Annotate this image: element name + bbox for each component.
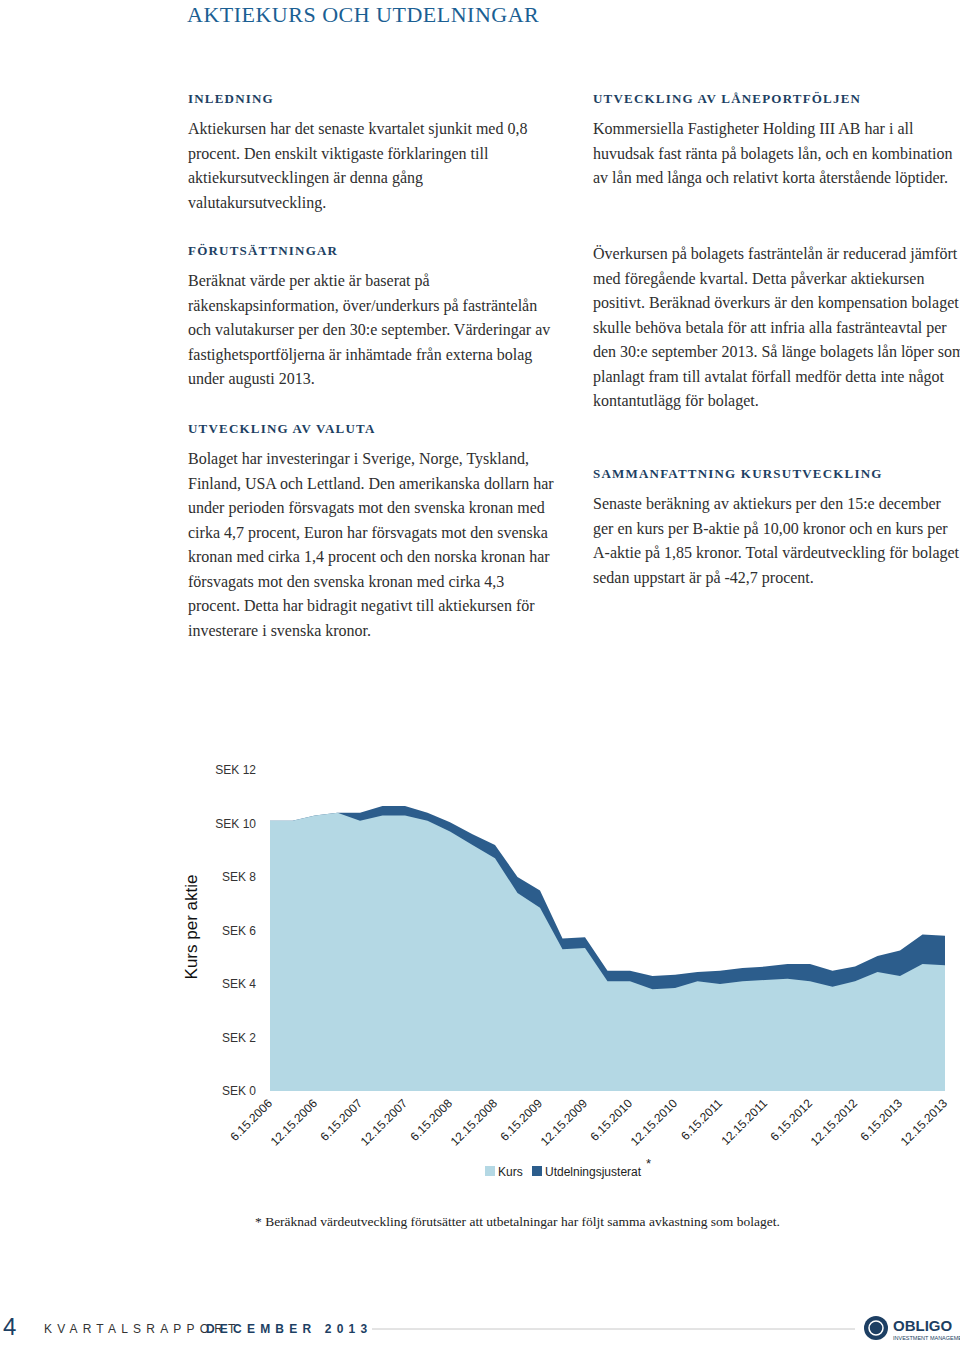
y-tick [264, 984, 268, 985]
y-tick [264, 1091, 268, 1092]
chart: SEK 0 SEK 2 SEK 4 SEK 6 SEK 8 SEK 10 SEK 12 Kur… [0, 0, 960, 1349]
x-tick-label: 6.15.2006 [227, 1096, 275, 1144]
paragraph: Aktiekursen har det senaste kvartalet sj… [188, 117, 560, 215]
y-tick [264, 877, 268, 878]
section-heading: SAMMANFATTNING KURSUTVECKLING [593, 466, 883, 482]
x-tick-label: 6.15.2013 [857, 1096, 905, 1144]
paragraph: Överkursen på bolagets fasträntelån är r… [593, 242, 960, 414]
area-0 [270, 813, 945, 1091]
y-tick-label: SEK 4 [222, 977, 256, 991]
y-tick-label: SEK 8 [222, 870, 256, 884]
y-tick-label: SEK 12 [215, 763, 256, 777]
legend-swatch [532, 1166, 542, 1176]
y-tick-label: SEK 6 [222, 924, 256, 938]
page-number: 4 [3, 1313, 16, 1341]
x-tick-label: 12.15.2010 [628, 1096, 681, 1149]
x-tick-label: 12.15.2008 [448, 1096, 501, 1149]
plot-area [270, 806, 945, 1091]
section-heading: INLEDNING [188, 91, 274, 107]
x-tick-label: 6.15.2007 [317, 1096, 365, 1144]
report-period: DECEMBER 2013 [206, 1322, 372, 1336]
x-tick-label: 6.15.2012 [767, 1096, 815, 1144]
section-heading: FÖRUTSÄTTNINGAR [188, 243, 338, 259]
x-tick-label: 6.15.2011 [678, 1096, 725, 1143]
page-title: AKTIEKURS OCH UTDELNINGAR [187, 2, 539, 28]
y-tick [264, 1037, 268, 1038]
logo-emblem [864, 1316, 888, 1340]
area-1 [270, 806, 945, 1091]
x-tick-label: 12.15.2006 [268, 1096, 321, 1149]
y-tick [264, 823, 268, 824]
y-axis-label: Kurs per aktie [182, 875, 201, 980]
footnote: * Beräknad värdeutveckling förutsätter a… [255, 1214, 780, 1230]
y-tick-label: SEK 2 [222, 1031, 256, 1045]
paragraph: Bolaget har investeringar i Sverige, Nor… [188, 447, 560, 643]
y-tick-label: SEK 10 [215, 817, 256, 831]
x-tick-label: 12.15.2011 [718, 1096, 770, 1148]
section-heading: UTVECKLING AV VALUTA [188, 421, 376, 437]
logo-emblem-ring [869, 1321, 883, 1335]
y-tick [264, 770, 268, 771]
x-tick-label: 12.15.2013 [898, 1096, 951, 1149]
legend-label: Kurs [498, 1165, 523, 1179]
legend-note-marker: * [646, 1156, 651, 1171]
section-heading: UTVECKLING AV LÅNEPORTFÖLJEN [593, 91, 861, 107]
x-tick-label: 6.15.2008 [407, 1096, 455, 1144]
x-tick-label: 6.15.2010 [587, 1096, 635, 1144]
footer-rule [372, 1329, 855, 1330]
legend-label: Utdelningsjusterat [545, 1165, 642, 1179]
x-tick-label: 12.15.2012 [808, 1096, 861, 1149]
paragraph: Beräknat värde per aktie är baserat på r… [188, 269, 560, 392]
logo-name: OBLIGO [893, 1317, 952, 1334]
x-tick-label: 12.15.2007 [358, 1096, 411, 1149]
x-tick-label: 12.15.2009 [538, 1096, 591, 1149]
y-tick [264, 930, 268, 931]
legend-swatch [485, 1166, 495, 1176]
x-tick-label: 6.15.2009 [497, 1096, 545, 1144]
paragraph: Kommersiella Fastigheter Holding III AB … [593, 117, 960, 191]
logo-tagline: INVESTMENT MANAGEMENT [893, 1335, 960, 1341]
paragraph: Senaste beräkning av aktiekurs per den 1… [593, 492, 960, 590]
y-tick-label: SEK 0 [222, 1084, 256, 1098]
